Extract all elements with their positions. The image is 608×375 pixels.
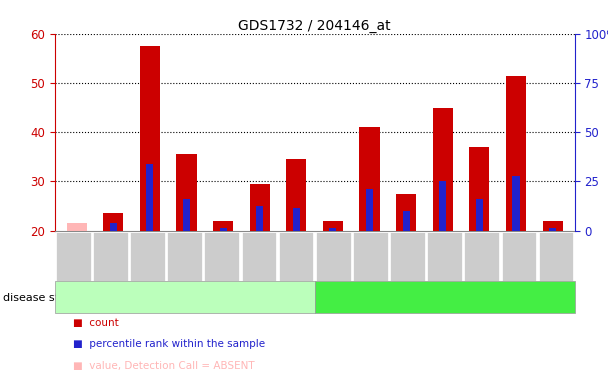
Text: ■  value, Detection Call = ABSENT: ■ value, Detection Call = ABSENT [73, 361, 255, 371]
Bar [147, 164, 153, 231]
Bar [67, 223, 87, 231]
Text: GSM85221: GSM85221 [292, 233, 300, 279]
Bar [542, 221, 562, 231]
Bar [402, 211, 410, 231]
Title: GDS1732 / 204146_at: GDS1732 / 204146_at [238, 19, 391, 33]
Text: normal: normal [164, 291, 206, 304]
Bar [323, 221, 343, 231]
Bar [506, 76, 526, 231]
Text: GSM85217: GSM85217 [143, 233, 152, 279]
Bar [176, 154, 196, 231]
Bar [439, 182, 446, 231]
Bar [250, 184, 270, 231]
Text: GSM85226: GSM85226 [477, 233, 486, 279]
Bar [549, 228, 556, 231]
Bar [359, 127, 379, 231]
Bar [469, 147, 489, 231]
Bar [476, 199, 483, 231]
Bar [103, 213, 123, 231]
Bar [396, 194, 416, 231]
Text: GSM85223: GSM85223 [366, 233, 375, 279]
Bar [256, 206, 263, 231]
Bar [183, 199, 190, 231]
Text: disease state ▶: disease state ▶ [3, 292, 89, 302]
Text: GSM85224: GSM85224 [403, 233, 412, 279]
Text: GSM85227: GSM85227 [514, 233, 523, 279]
Text: GSM85218: GSM85218 [180, 233, 189, 279]
Bar [513, 177, 519, 231]
Text: GSM85222: GSM85222 [329, 233, 337, 279]
Text: GSM85225: GSM85225 [440, 233, 449, 279]
Text: ■  count: ■ count [73, 318, 119, 328]
Bar [110, 223, 117, 231]
Text: ■  percentile rank within the sample: ■ percentile rank within the sample [73, 339, 265, 350]
Bar [433, 108, 453, 231]
Bar [366, 189, 373, 231]
Text: papillary thyroid cancer: papillary thyroid cancer [374, 291, 515, 304]
Text: GSM85215: GSM85215 [69, 233, 78, 279]
Bar [286, 159, 306, 231]
Bar [213, 221, 233, 231]
Text: GSM85228: GSM85228 [551, 233, 561, 279]
Text: GSM85216: GSM85216 [106, 233, 115, 279]
Bar [219, 228, 227, 231]
Bar [293, 209, 300, 231]
Bar [140, 46, 160, 231]
Text: GSM85219: GSM85219 [217, 233, 226, 279]
Text: GSM85220: GSM85220 [254, 233, 263, 279]
Bar [330, 228, 336, 231]
